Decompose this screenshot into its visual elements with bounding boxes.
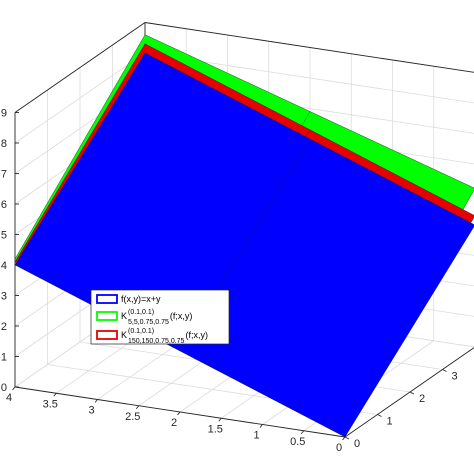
z-tick-label: 2 bbox=[1, 321, 7, 333]
z-tick-label: 9 bbox=[1, 108, 7, 120]
grid-line-wall-z bbox=[14, 52, 146, 144]
x-tick-label: 3.5 bbox=[43, 398, 58, 410]
y-tick-mark bbox=[409, 391, 415, 395]
y-tick-label: 0 bbox=[354, 438, 360, 450]
legend-box bbox=[90, 289, 230, 345]
legend: f(x,y)=x+yK (0.1,0.1)5,5,0.75,0.75(f;x,y)… bbox=[90, 289, 230, 345]
z-tick-label: 6 bbox=[1, 199, 7, 211]
z-tick-label: 3 bbox=[1, 291, 7, 303]
surfaces bbox=[14, 34, 474, 438]
legend-label-sub-1: 5,5,0.75,0.75 bbox=[128, 319, 169, 326]
x-tick-label: 2 bbox=[171, 417, 177, 429]
y-tick-label: 3 bbox=[452, 371, 458, 383]
legend-swatch-1 bbox=[96, 311, 118, 321]
x-tick-mark bbox=[94, 399, 98, 403]
surface-0 bbox=[14, 52, 474, 438]
legend-label-tail-1: (f;x,y) bbox=[170, 311, 193, 321]
x-tick-label: 1.5 bbox=[208, 423, 223, 435]
box-top-edge bbox=[144, 22, 474, 73]
x-tick-mark bbox=[259, 424, 263, 428]
x-tick-label: 0.5 bbox=[290, 436, 305, 448]
x-tick-mark bbox=[342, 436, 346, 441]
x-tick-mark bbox=[12, 386, 16, 391]
z-tick-label: 8 bbox=[1, 138, 7, 150]
x-tick-mark bbox=[177, 411, 181, 416]
x-tick-label: 2.5 bbox=[125, 411, 140, 423]
z-tick-label: 0 bbox=[1, 382, 7, 394]
legend-swatch-2 bbox=[96, 330, 118, 340]
legend-label-2: K bbox=[121, 330, 127, 340]
legend-label-sup-1: (0.1,0.1) bbox=[128, 309, 154, 316]
x-tick-mark bbox=[135, 405, 140, 410]
y-tick-label: 2 bbox=[419, 393, 425, 405]
x-tick-label: 4 bbox=[6, 392, 12, 404]
y-tick-mark bbox=[442, 369, 447, 372]
z-tick-label: 4 bbox=[1, 260, 7, 272]
legend-label-sub-2: 150,150,0.75,0.75 bbox=[128, 338, 185, 345]
z-tick-label: 1 bbox=[1, 352, 7, 364]
x-tick-label: 3 bbox=[88, 405, 94, 417]
x-tick-mark bbox=[53, 392, 57, 397]
legend-label-0: f(x,y)=x+y bbox=[121, 294, 161, 304]
legend-label-1: K bbox=[121, 311, 127, 321]
z-tick-label: 5 bbox=[1, 230, 7, 242]
x-tick-label: 1 bbox=[253, 430, 259, 442]
y-tick-mark bbox=[344, 436, 350, 440]
x-tick-label: 0 bbox=[336, 442, 342, 454]
y-tick-label: 1 bbox=[387, 416, 393, 428]
y-tick-mark bbox=[377, 414, 382, 417]
z-tick-label: 7 bbox=[1, 169, 7, 181]
x-tick-mark bbox=[218, 417, 222, 422]
x-tick-mark bbox=[300, 430, 305, 435]
legend-label-tail-2: (f;x,y) bbox=[185, 330, 208, 340]
box-top-edge bbox=[14, 22, 146, 113]
tick-labels: 00.511.522.533.54012340123456789 bbox=[1, 108, 458, 455]
legend-swatch-0 bbox=[96, 294, 118, 304]
legend-label-sup-2: (0.1,0.1) bbox=[128, 328, 154, 335]
